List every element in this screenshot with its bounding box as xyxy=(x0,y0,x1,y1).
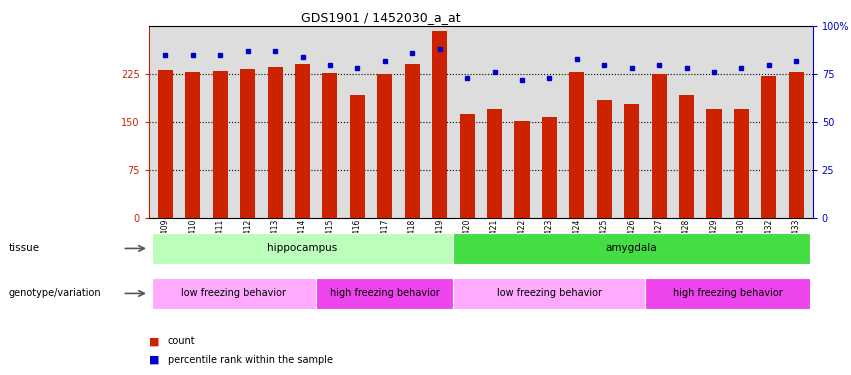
Bar xyxy=(454,232,810,264)
Bar xyxy=(460,114,475,218)
Bar xyxy=(734,109,749,217)
Bar xyxy=(789,72,804,217)
Text: amygdala: amygdala xyxy=(606,243,658,254)
Bar xyxy=(213,71,228,217)
Bar xyxy=(624,104,639,218)
Bar xyxy=(762,76,776,217)
Bar xyxy=(240,69,255,218)
Bar xyxy=(597,100,612,218)
Text: low freezing behavior: low freezing behavior xyxy=(497,288,602,298)
Bar xyxy=(652,74,666,217)
Bar xyxy=(317,278,454,309)
Text: ■: ■ xyxy=(149,355,159,365)
Bar xyxy=(323,73,338,217)
Bar xyxy=(514,121,529,218)
Bar xyxy=(569,72,585,217)
Text: high freezing behavior: high freezing behavior xyxy=(673,288,783,298)
Text: ■: ■ xyxy=(149,336,159,346)
Text: hippocampus: hippocampus xyxy=(267,243,338,254)
Bar xyxy=(157,70,173,217)
Bar xyxy=(645,278,810,309)
Bar xyxy=(151,232,454,264)
Text: low freezing behavior: low freezing behavior xyxy=(181,288,287,298)
Bar xyxy=(432,32,448,217)
Bar xyxy=(706,109,722,217)
Bar xyxy=(542,117,557,218)
Bar xyxy=(350,95,365,218)
Bar xyxy=(151,278,317,309)
Text: percentile rank within the sample: percentile rank within the sample xyxy=(168,355,333,365)
Text: GDS1901 / 1452030_a_at: GDS1901 / 1452030_a_at xyxy=(301,11,461,24)
Bar xyxy=(679,95,694,218)
Bar xyxy=(377,74,392,217)
Text: genotype/variation: genotype/variation xyxy=(9,288,101,298)
Text: high freezing behavior: high freezing behavior xyxy=(330,288,440,298)
Text: count: count xyxy=(168,336,195,346)
Bar xyxy=(487,109,502,217)
Bar xyxy=(295,64,310,217)
Bar xyxy=(454,278,645,309)
Text: tissue: tissue xyxy=(9,243,40,254)
Bar xyxy=(267,67,283,218)
Bar xyxy=(405,64,420,217)
Bar xyxy=(186,72,200,217)
